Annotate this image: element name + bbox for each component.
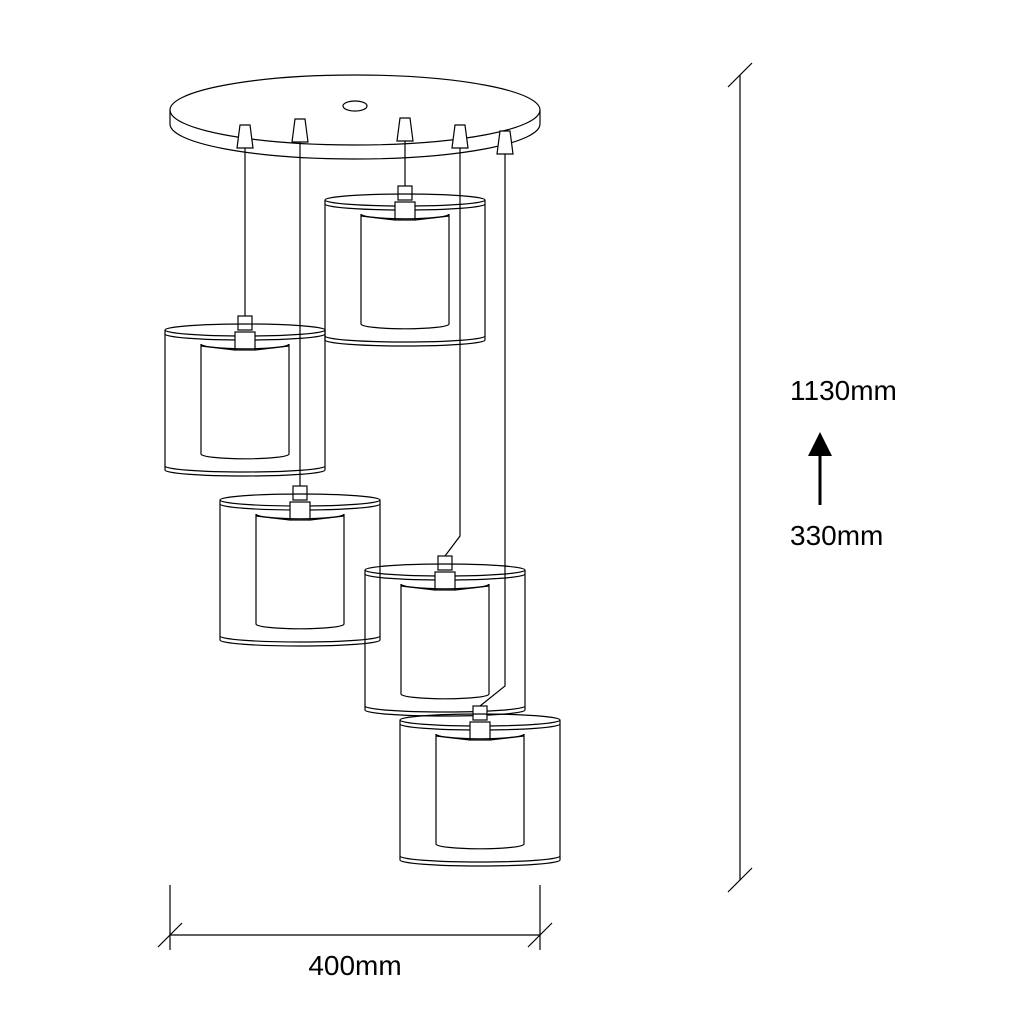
cord	[480, 154, 505, 706]
height-max-label: 1130mm	[790, 375, 897, 406]
pendants-group	[165, 141, 560, 866]
pendant	[165, 148, 325, 476]
pendant	[325, 141, 485, 346]
height-min-label: 330mm	[790, 520, 883, 551]
canopy-connector	[292, 119, 308, 142]
width-label: 400mm	[308, 950, 401, 981]
ceiling-canopy	[170, 75, 540, 159]
dim-width: 400mm	[158, 885, 552, 981]
dim-height: 1130mm 330mm	[728, 63, 897, 892]
canopy-connector	[397, 118, 413, 141]
pendant	[365, 148, 525, 716]
canopy-connector	[237, 125, 253, 148]
pendant	[220, 142, 380, 646]
pendant-light-diagram: 1130mm 330mm 400mm	[0, 0, 1024, 1024]
height-arrow-icon	[808, 432, 832, 505]
pendant	[400, 154, 560, 866]
canopy-connector	[452, 125, 468, 148]
canopy-connector	[497, 131, 513, 154]
